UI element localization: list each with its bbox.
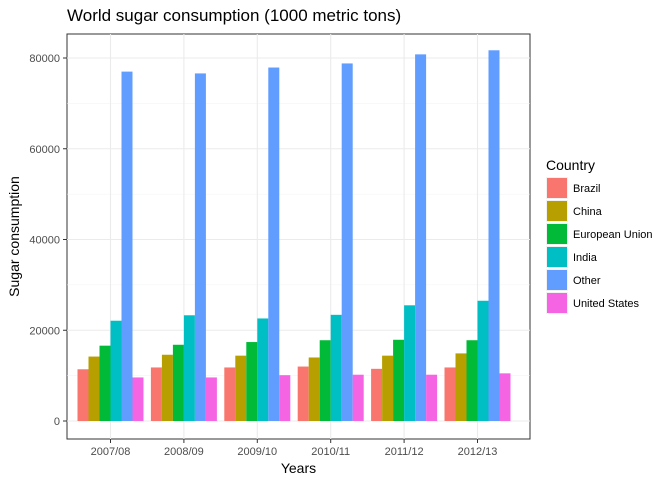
bar	[455, 353, 467, 421]
bar	[110, 320, 122, 421]
legend-label: China	[573, 206, 603, 218]
bar	[77, 369, 89, 421]
bar	[246, 342, 258, 421]
y-tick-label: 20000	[29, 325, 60, 337]
x-axis-title: Years	[281, 460, 316, 476]
bar	[477, 300, 489, 421]
legend-key	[547, 247, 567, 267]
legend-label: Brazil	[573, 183, 601, 195]
bar	[330, 314, 342, 421]
bar	[415, 54, 427, 422]
bar	[88, 356, 100, 421]
bar	[205, 377, 217, 421]
legend-label: United States	[573, 298, 640, 310]
legend-key	[547, 270, 567, 290]
bar	[172, 344, 184, 421]
legend-label: India	[573, 252, 598, 264]
bar	[499, 373, 511, 421]
bar	[279, 375, 291, 421]
bar	[224, 367, 236, 421]
bar	[99, 345, 111, 421]
y-axis: 0 20000 40000 60000 80000	[29, 53, 67, 428]
bar	[235, 355, 247, 421]
legend-key	[547, 201, 567, 221]
bar	[194, 73, 206, 422]
bar	[488, 50, 500, 421]
bars	[77, 50, 511, 422]
legend-key	[547, 224, 567, 244]
x-tick-label: 2011/12	[385, 446, 424, 458]
bar	[150, 367, 162, 421]
chart-title: World sugar consumption (1000 metric ton…	[67, 6, 401, 25]
x-axis: 2007/08 2008/09 2009/10 2010/11 2011/12 2012/…	[91, 439, 498, 458]
bar	[382, 355, 394, 421]
bar	[268, 67, 280, 421]
x-tick-label: 2008/09	[164, 446, 204, 458]
bar	[371, 368, 383, 421]
bar	[319, 340, 331, 421]
legend-title: Country	[546, 157, 595, 173]
y-tick-label: 0	[54, 416, 60, 428]
bar	[132, 377, 144, 421]
bar	[308, 357, 320, 421]
legend-key	[547, 178, 567, 198]
bar	[466, 340, 478, 421]
bar	[121, 71, 133, 422]
x-tick-label: 2007/08	[91, 446, 131, 458]
bar	[257, 318, 269, 421]
bar	[444, 367, 456, 421]
y-axis-title: Sugar consumption	[6, 176, 22, 297]
bar	[161, 354, 173, 421]
legend-label: European Union	[573, 229, 653, 241]
x-tick-label: 2010/11	[311, 446, 350, 458]
legend-label: Other	[573, 275, 601, 287]
bar	[393, 339, 405, 421]
y-tick-label: 40000	[29, 235, 60, 247]
bar	[297, 366, 309, 421]
bar	[183, 315, 195, 421]
x-tick-label: 2012/13	[458, 446, 498, 458]
x-tick-label: 2009/10	[237, 446, 277, 458]
legend-key	[547, 293, 567, 313]
bar	[352, 374, 364, 421]
y-tick-label: 60000	[29, 144, 60, 156]
bar	[404, 305, 416, 421]
bar	[426, 374, 438, 421]
y-tick-label: 80000	[29, 53, 60, 65]
bar	[341, 63, 353, 421]
legend: Country Brazil China European Union India Ot…	[546, 157, 653, 314]
